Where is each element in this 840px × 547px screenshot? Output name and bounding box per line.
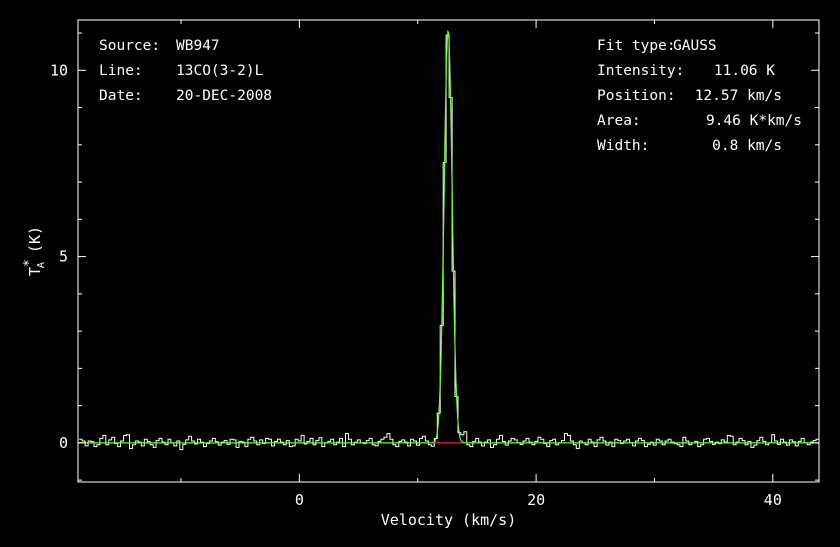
y-tick-label: 0 — [59, 434, 68, 452]
info-right-value: 11.06 K — [714, 63, 775, 79]
tick-labels-layer: 0 20 40 0 5 10 — [50, 61, 782, 509]
fit-curve — [78, 29, 819, 444]
source-info-block: Source: WB947 Line: 13CO(3-2)L Date: 20-… — [99, 38, 272, 104]
info-left-key: Source: — [99, 38, 160, 54]
info-right-key: Fit type: — [597, 38, 676, 54]
info-left-value: 13CO(3-2)L — [176, 63, 264, 79]
info-right-value: 0.8 km/s — [712, 138, 782, 154]
fit-info-block: Fit type: GAUSS Intensity: 11.06 K Posit… — [597, 38, 802, 154]
y-axis-label: T*A (K) — [22, 226, 47, 276]
y-tick-label: 5 — [59, 248, 68, 266]
info-right-value: 12.57 km/s — [695, 88, 782, 104]
info-right-key: Intensity: — [597, 63, 684, 79]
x-tick-label: 0 — [295, 491, 304, 509]
plot-frame — [77, 19, 820, 483]
info-left-key: Date: — [99, 88, 143, 104]
spectrum-layer — [78, 29, 819, 451]
y-axis-label-sup: * — [22, 259, 37, 267]
info-left-value: 20-DEC-2008 — [176, 88, 272, 104]
info-right-key: Position: — [597, 88, 676, 104]
info-right-key: Width: — [597, 138, 649, 154]
y-axis-label-unit: (K) — [26, 226, 44, 262]
info-right-value: GAUSS — [673, 38, 717, 54]
info-left-key: Line: — [99, 63, 143, 79]
x-tick-label: 40 — [764, 491, 782, 509]
info-right-key: Area: — [597, 113, 641, 129]
ticks-layer — [78, 20, 819, 482]
y-tick-label: 10 — [50, 61, 68, 79]
x-axis-label: Velocity (km/s) — [381, 511, 516, 529]
x-tick-label: 20 — [527, 491, 545, 509]
info-right-value: 9.46 K*km/s — [706, 113, 802, 129]
y-axis-label-base: T — [26, 267, 44, 276]
y-axis-label-sub: A — [36, 262, 47, 268]
info-left-value: WB947 — [176, 38, 220, 54]
